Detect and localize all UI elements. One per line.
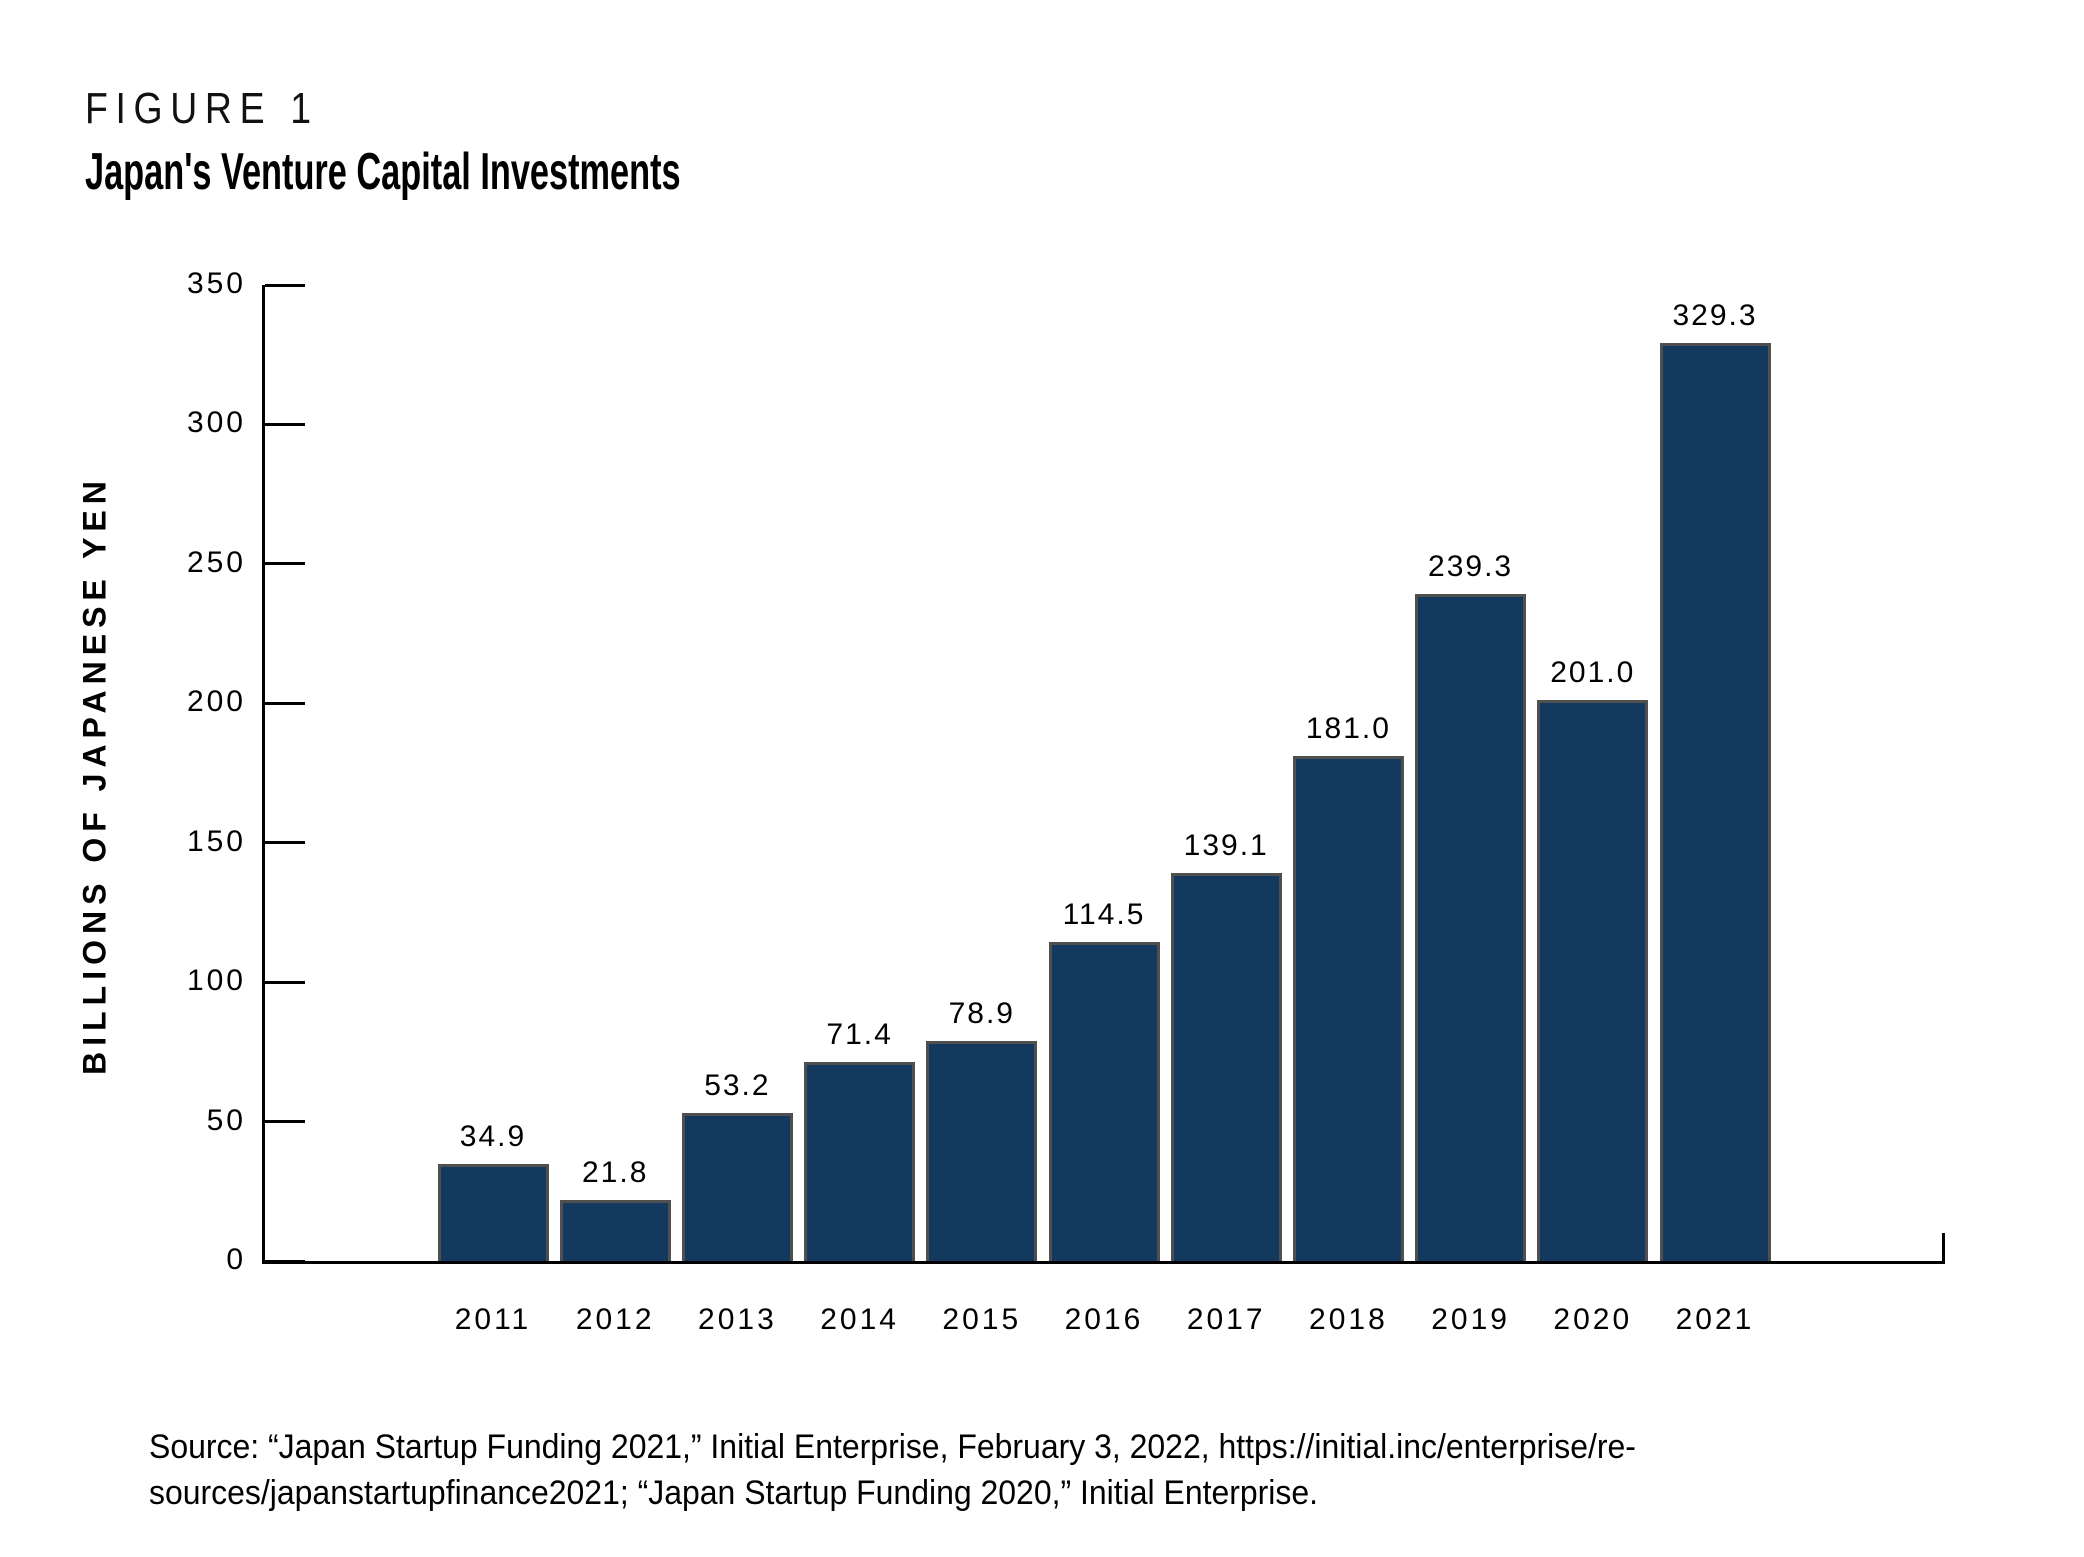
y-tick-label-350: 350 [186, 266, 246, 300]
x-tick-label-2011: 2011 [454, 1303, 532, 1336]
bar-2018 [1292, 756, 1404, 1261]
bar-2021 [1659, 343, 1771, 1261]
y-tick-350 [265, 283, 305, 287]
bar-2015 [926, 1041, 1038, 1261]
value-label-2015: 78.9 [948, 997, 1015, 1030]
y-tick-200 [265, 701, 305, 705]
y-tick-label-250: 250 [186, 545, 246, 579]
y-tick-0 [265, 1259, 305, 1263]
y-tick-150 [265, 841, 305, 845]
y-tick-300 [265, 422, 305, 426]
x-tick-label-2021: 2021 [1675, 1303, 1755, 1336]
bar-2017 [1170, 873, 1282, 1261]
x-tick-label-2016: 2016 [1064, 1303, 1144, 1336]
x-tick-label-2014: 2014 [820, 1303, 899, 1336]
x-tick-label-2012: 2012 [575, 1303, 655, 1336]
x-tick-label-2019: 2019 [1431, 1303, 1510, 1336]
x-tick-label-2013: 2013 [698, 1303, 777, 1336]
bar-2019 [1415, 594, 1527, 1261]
y-tick-50 [265, 1120, 305, 1124]
value-label-2011: 34.9 [459, 1120, 527, 1153]
x-tick-label-2017: 2017 [1186, 1303, 1266, 1336]
value-label-2013: 53.2 [704, 1069, 771, 1102]
source-line-1: Source: “Japan Startup Funding 2021,” In… [149, 1428, 1636, 1466]
y-tick-label-300: 300 [186, 406, 246, 440]
value-label-2016: 114.5 [1062, 898, 1146, 931]
value-label-2014: 71.4 [826, 1018, 893, 1051]
source-note: Source: “Japan Startup Funding 2021,” In… [149, 1424, 1803, 1516]
value-label-2017: 139.1 [1183, 829, 1269, 862]
y-tick-label-0: 0 [226, 1242, 246, 1276]
x-tick-label-2015: 2015 [942, 1303, 1022, 1336]
value-label-2021: 329.3 [1672, 299, 1758, 332]
y-tick-label-50: 50 [206, 1103, 246, 1137]
plot-area: 0 50 100 150 200 250 300 350 34.9 2011 21.8 2012 53.… [187, 268, 1945, 1335]
figure-title: Japan's Venture Capital Investments [85, 143, 681, 201]
source-line-2: sources/japanstartupfinance2021; “Japan … [149, 1474, 1319, 1512]
y-tick-label-150: 150 [186, 824, 246, 858]
x-tick-label-2020: 2020 [1553, 1303, 1633, 1336]
bar-2013 [681, 1113, 793, 1261]
y-tick-label-100: 100 [186, 963, 246, 997]
bar-2012 [559, 1200, 671, 1261]
y-tick-100 [265, 980, 305, 984]
figure-label: FIGURE 1 [85, 84, 319, 133]
x-axis-end-tick [1942, 1233, 1945, 1261]
value-label-2018: 181.0 [1305, 712, 1391, 745]
value-label-2012: 21.8 [581, 1156, 649, 1189]
bar-2011 [437, 1164, 549, 1261]
bar-2020 [1537, 700, 1649, 1261]
y-tick-label-200: 200 [186, 685, 246, 719]
y-tick-250 [265, 562, 305, 566]
bar-2014 [804, 1062, 916, 1261]
bar-2016 [1048, 942, 1160, 1261]
value-label-2020: 201.0 [1550, 656, 1636, 689]
y-axis-title: BILLIONS OF JAPANESE YEN [76, 475, 113, 1075]
x-tick-label-2018: 2018 [1309, 1303, 1388, 1336]
value-label-2019: 239.3 [1428, 550, 1514, 583]
